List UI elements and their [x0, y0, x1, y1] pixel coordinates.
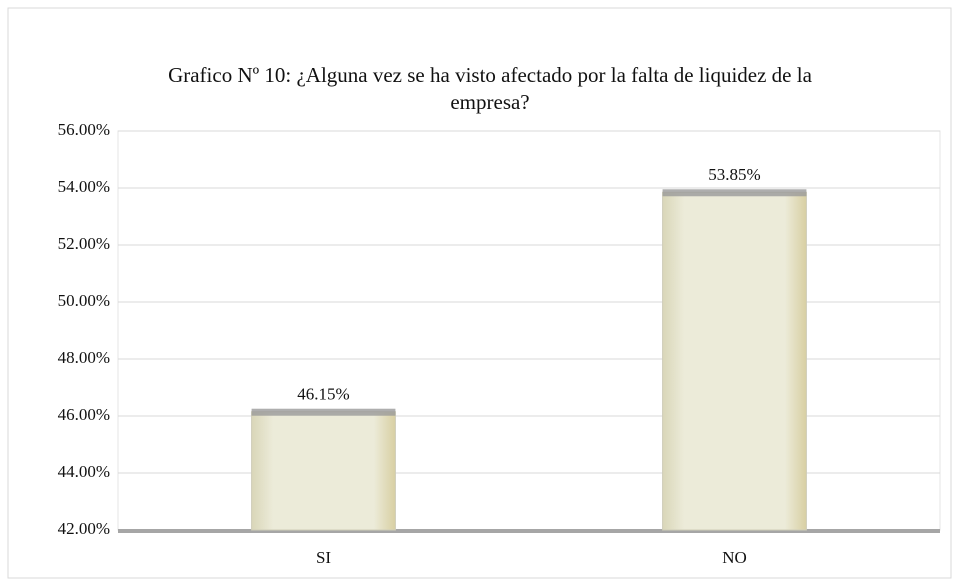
y-tick-label: 46.00% — [58, 405, 110, 424]
y-tick-label: 50.00% — [58, 291, 110, 310]
bar — [662, 191, 807, 531]
value-label: 53.85% — [708, 165, 760, 184]
y-tick-label: 42.00% — [58, 519, 110, 538]
y-tick-label: 54.00% — [58, 177, 110, 196]
frame — [7, 7, 952, 579]
bar-top — [251, 408, 396, 416]
y-tick-label: 52.00% — [58, 234, 110, 253]
chart-title: Grafico Nº 10: ¿Alguna vez se ha visto a… — [168, 63, 812, 114]
y-tick-label: 48.00% — [58, 348, 110, 367]
x-tick-label: SI — [316, 548, 331, 567]
y-tick-label: 56.00% — [58, 120, 110, 139]
x-tick-label: NO — [722, 548, 747, 567]
x-axis — [118, 529, 940, 533]
value-label: 46.15% — [297, 385, 349, 404]
bar-top — [662, 189, 807, 197]
y-tick-label: 44.00% — [58, 462, 110, 481]
plot-area — [117, 130, 941, 531]
bar — [251, 411, 396, 531]
